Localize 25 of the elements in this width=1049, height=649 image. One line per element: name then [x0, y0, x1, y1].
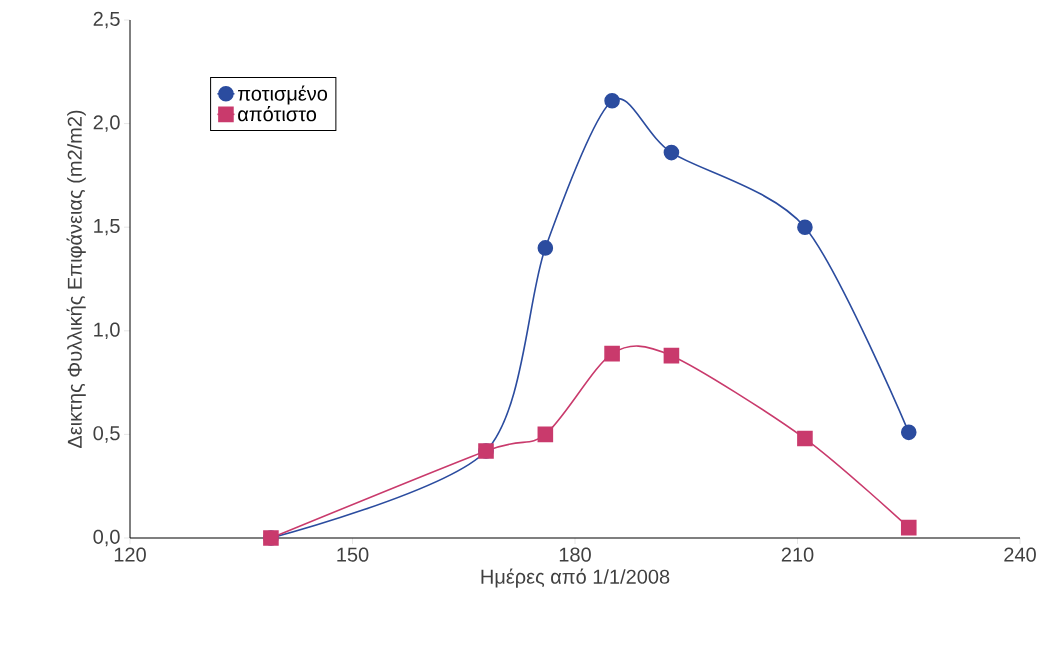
y-tick-label: 2,0 [93, 115, 120, 132]
point [797, 219, 813, 235]
point [663, 144, 680, 161]
x-tick-label: 210 [781, 547, 814, 562]
y-axis-title: Δεικτης Φυλλικής Επιφάνειας (m2/m2) [66, 110, 86, 449]
x-axis-title: Ημέρες από 1/1/2008 [481, 568, 670, 588]
y-tick-label: 1,0 [94, 322, 120, 340]
y-tick-label: 2,5 [93, 11, 120, 29]
y-tick-label: 1,5 [94, 219, 120, 236]
point [663, 347, 680, 364]
x-tick-label: 120 [114, 547, 146, 562]
point [604, 345, 620, 362]
x-tick-label: 150 [337, 547, 369, 562]
point [604, 93, 620, 109]
x-tick-label: 240 [1004, 547, 1036, 562]
y-tick-label: 0,5 [93, 426, 120, 443]
legend-label: ποτισμένο [238, 85, 328, 105]
point [900, 519, 917, 536]
y-tick-label: 0,0 [93, 529, 120, 547]
x-tick-label: 180 [559, 547, 591, 562]
point [900, 424, 917, 441]
point [537, 240, 554, 256]
point [537, 426, 554, 443]
legend-label: απότιστο [238, 106, 317, 122]
point [797, 430, 813, 447]
